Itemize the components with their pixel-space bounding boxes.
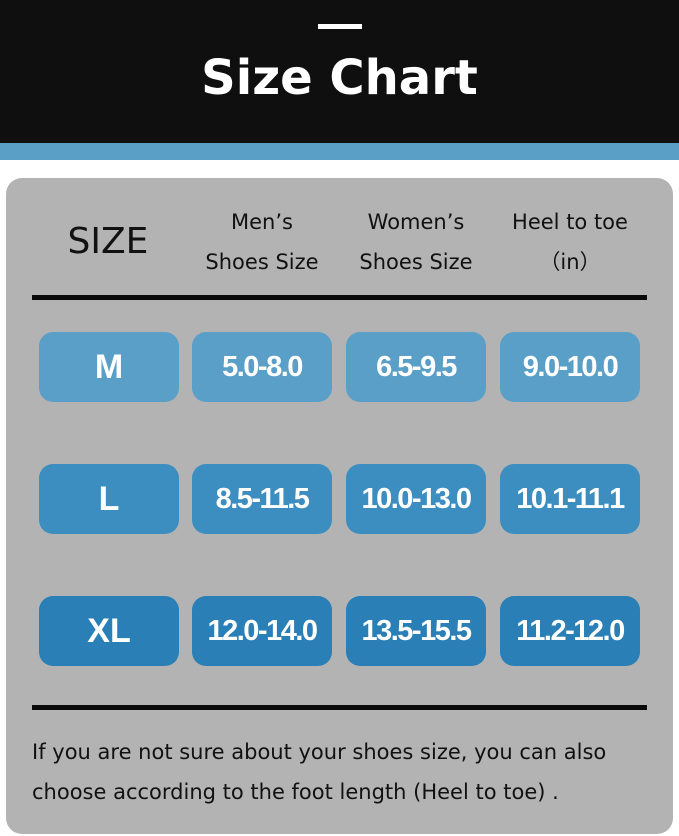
header-mens: Men’s Shoes Size (185, 202, 339, 282)
cell-heel: 9.0-10.0 (500, 332, 640, 402)
note-line2: choose according to the foot length (Hee… (32, 780, 559, 804)
header-womens-line1: Women’s (367, 210, 465, 234)
cell-mens: 5.0-8.0 (192, 332, 332, 402)
note-line1: If you are not sure about your shoes siz… (32, 740, 607, 764)
header-womens: Women’s Shoes Size (339, 202, 493, 282)
cell-size: XL (39, 596, 179, 666)
page-title: Size Chart (201, 50, 478, 106)
header-heel-line1: Heel to toe (512, 210, 628, 234)
cell-heel: 11.2-12.0 (500, 596, 640, 666)
cell-size: L (39, 464, 179, 534)
header-mens-line1: Men’s (231, 210, 293, 234)
cell-heel: 10.1-11.1 (500, 464, 640, 534)
cell-size: M (39, 332, 179, 402)
header-womens-line2: Shoes Size (359, 250, 473, 274)
cell-womens: 6.5-9.5 (346, 332, 486, 402)
header-mens-line2: Shoes Size (205, 250, 319, 274)
cell-mens: 12.0-14.0 (192, 596, 332, 666)
title-banner: Size Chart (0, 0, 679, 143)
header-divider (32, 295, 647, 300)
header-heel-line2: （in） (539, 250, 601, 274)
footer-divider (32, 705, 647, 710)
cell-womens: 10.0-13.0 (346, 464, 486, 534)
cell-mens: 8.5-11.5 (192, 464, 332, 534)
title-dash-decoration (318, 24, 362, 29)
size-note: If you are not sure about your shoes siz… (32, 732, 662, 812)
accent-band (0, 143, 679, 160)
header-heel: Heel to toe （in） (493, 202, 647, 282)
cell-womens: 13.5-15.5 (346, 596, 486, 666)
header-size: SIZE (67, 221, 149, 262)
